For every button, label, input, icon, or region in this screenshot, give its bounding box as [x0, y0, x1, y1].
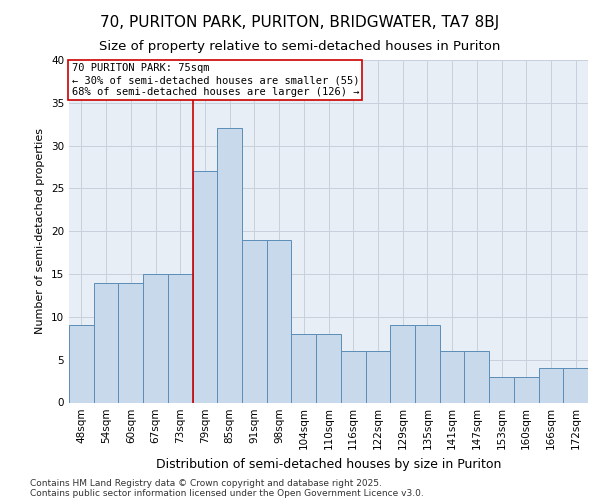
Bar [464, 351, 489, 403]
Bar [440, 351, 464, 403]
Bar [94, 282, 118, 403]
Text: Size of property relative to semi-detached houses in Puriton: Size of property relative to semi-detach… [100, 40, 500, 53]
Bar [390, 326, 415, 402]
Bar [267, 240, 292, 402]
Text: Contains public sector information licensed under the Open Government Licence v3: Contains public sector information licen… [30, 488, 424, 498]
Y-axis label: Number of semi-detached properties: Number of semi-detached properties [35, 128, 46, 334]
Text: 70, PURITON PARK, PURITON, BRIDGWATER, TA7 8BJ: 70, PURITON PARK, PURITON, BRIDGWATER, T… [100, 15, 500, 30]
Bar [514, 377, 539, 402]
Text: 70 PURITON PARK: 75sqm
← 30% of semi-detached houses are smaller (55)
68% of sem: 70 PURITON PARK: 75sqm ← 30% of semi-det… [71, 64, 359, 96]
Bar [143, 274, 168, 402]
Bar [316, 334, 341, 402]
Bar [69, 326, 94, 402]
Bar [563, 368, 588, 402]
Bar [292, 334, 316, 402]
Bar [118, 282, 143, 403]
Bar [415, 326, 440, 402]
Bar [242, 240, 267, 402]
Bar [539, 368, 563, 402]
X-axis label: Distribution of semi-detached houses by size in Puriton: Distribution of semi-detached houses by … [156, 458, 501, 471]
Bar [365, 351, 390, 403]
Bar [193, 172, 217, 402]
Text: Contains HM Land Registry data © Crown copyright and database right 2025.: Contains HM Land Registry data © Crown c… [30, 478, 382, 488]
Bar [489, 377, 514, 402]
Bar [341, 351, 365, 403]
Bar [168, 274, 193, 402]
Bar [217, 128, 242, 402]
